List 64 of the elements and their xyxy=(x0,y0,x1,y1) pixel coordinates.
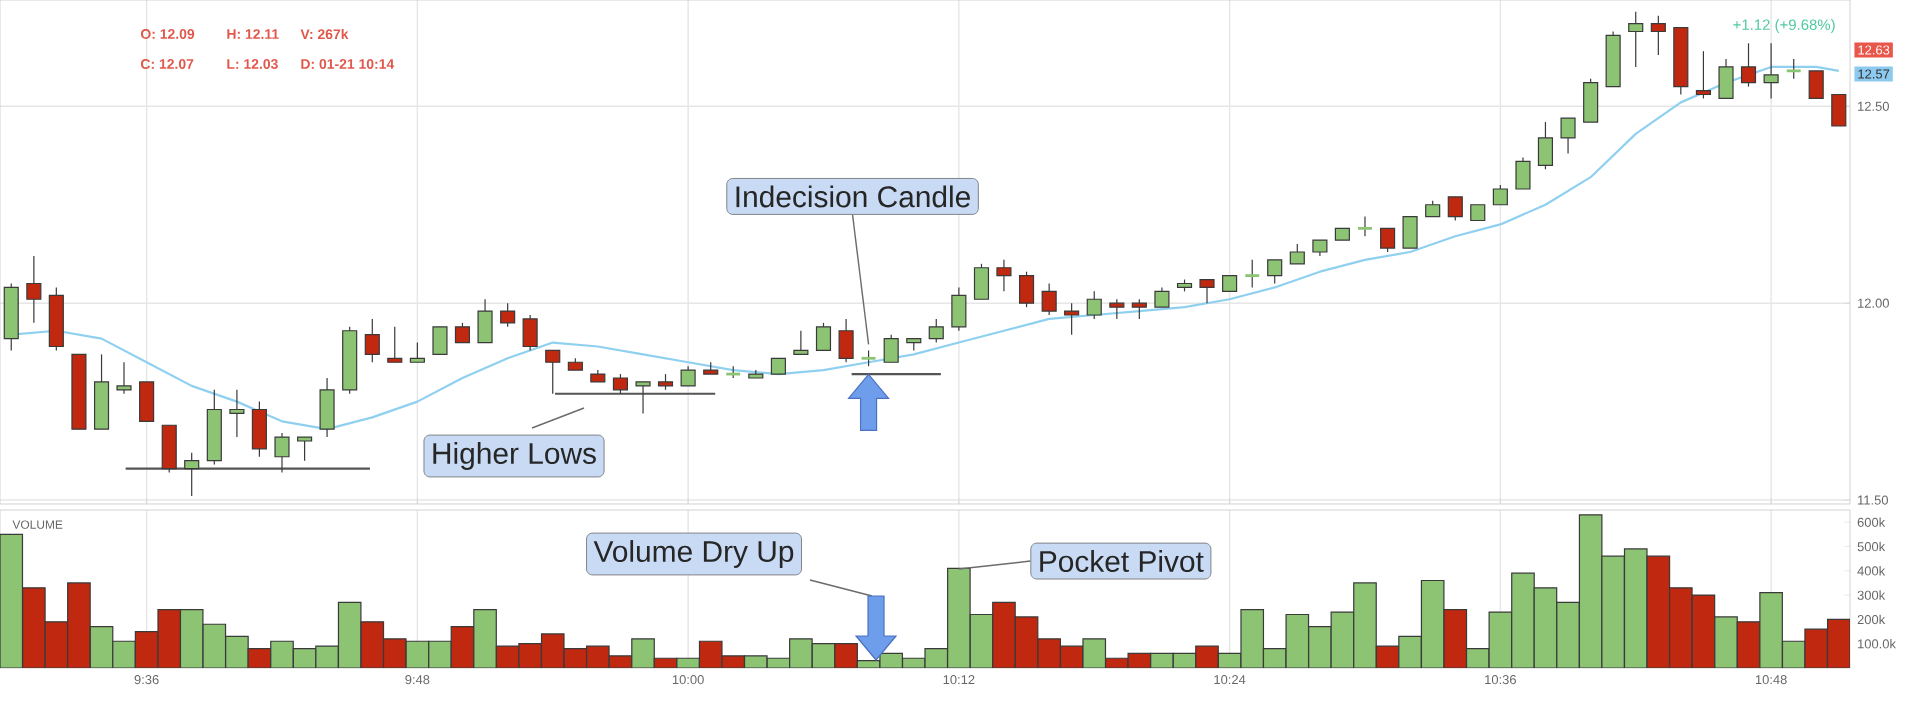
annotation: Indecision Candle xyxy=(736,185,970,208)
candlestick xyxy=(1447,196,1463,222)
candlestick xyxy=(545,349,561,395)
candlestick xyxy=(1831,93,1847,127)
candlestick xyxy=(161,424,177,474)
candlestick xyxy=(1560,117,1576,155)
candlestick xyxy=(1695,50,1711,100)
candlestick xyxy=(1515,156,1531,190)
candlestick xyxy=(1380,227,1396,253)
candlestick xyxy=(500,302,516,328)
candlestick xyxy=(454,322,471,344)
candlestick xyxy=(951,286,967,332)
candlestick xyxy=(274,432,290,474)
candlestick xyxy=(26,255,42,324)
candlestick xyxy=(1356,215,1374,237)
candlestick xyxy=(1740,42,1757,88)
candlestick xyxy=(1064,302,1080,336)
candlestick xyxy=(1763,42,1779,100)
candlestick xyxy=(1267,259,1283,285)
annotation: Volume Dry Up xyxy=(593,540,794,568)
candlestick xyxy=(1154,286,1170,308)
candlestick xyxy=(1131,298,1147,320)
candlestick xyxy=(1289,243,1305,265)
candlestick xyxy=(432,326,448,355)
candlestick xyxy=(1628,11,1644,68)
candlestick xyxy=(793,330,809,355)
candlestick xyxy=(116,361,132,395)
candlestick xyxy=(1243,259,1261,289)
candlestick xyxy=(1018,271,1035,308)
candlestick xyxy=(1808,70,1824,100)
candlestick xyxy=(928,318,944,344)
candlestick xyxy=(229,389,245,438)
candlestick xyxy=(815,322,832,352)
candlestick xyxy=(477,298,493,344)
candlestick xyxy=(1583,78,1599,123)
candlestick xyxy=(139,381,155,422)
annotation: Pocket Pivot xyxy=(1040,550,1204,573)
candlestick xyxy=(883,334,899,363)
candlestick xyxy=(1537,121,1554,170)
candlestick xyxy=(680,365,696,387)
candlestick xyxy=(973,263,990,300)
candlestick xyxy=(1109,298,1125,320)
candlestick xyxy=(251,401,267,458)
candlestick xyxy=(522,314,538,352)
candlestick xyxy=(1199,278,1215,304)
candlestick xyxy=(364,318,380,363)
annotation: Higher Lows xyxy=(433,442,596,470)
candlestick xyxy=(838,318,854,363)
candlestick xyxy=(1785,58,1803,80)
candlestick xyxy=(1718,58,1734,100)
candlestick xyxy=(1086,290,1102,320)
candlestick xyxy=(387,326,403,363)
candlestick xyxy=(1650,15,1666,56)
candlestick xyxy=(409,341,425,363)
candlestick xyxy=(1041,282,1057,316)
candlestick xyxy=(297,436,313,462)
candlestick xyxy=(184,452,200,497)
candlestick xyxy=(1402,215,1418,249)
candlestick xyxy=(996,259,1012,292)
candlestick xyxy=(635,381,651,415)
candlestick xyxy=(1492,184,1508,206)
candlestick xyxy=(319,377,335,438)
candlestick xyxy=(612,373,628,395)
candlestick xyxy=(93,353,110,430)
